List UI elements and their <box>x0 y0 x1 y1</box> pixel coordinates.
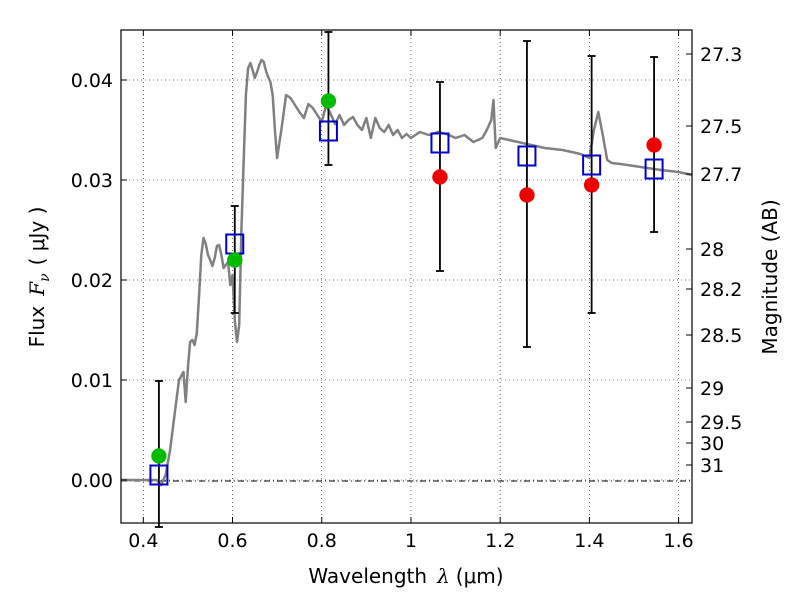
x-tick-label: 1 <box>405 530 417 552</box>
x-tick-label: 0.8 <box>307 530 337 552</box>
observed-circle-point <box>227 252 243 268</box>
model-square-point <box>582 154 602 176</box>
y2-axis-label: Magnitude (AB) <box>758 199 782 354</box>
plot-frame <box>120 29 693 524</box>
model-square-point <box>318 120 338 142</box>
axes: 0.4 0.6 0.8 1 1.2 1.4 1.6 0.00 0.01 0.02 0.03 0.04 2… <box>71 30 742 552</box>
x-tick-label: 1.2 <box>485 530 515 552</box>
y2-tick-label: 28 <box>700 239 724 261</box>
x-tick-label: 0.6 <box>217 530 247 552</box>
observed-circle-point <box>432 169 448 185</box>
y2-tick-label: 27.7 <box>700 164 742 186</box>
x-tick-label: 1.4 <box>574 530 604 552</box>
y-tick-label: 0.00 <box>71 470 113 492</box>
y2-tick-label: 29 <box>700 378 724 400</box>
model-square-point <box>517 145 537 167</box>
y2-tick-label: 28.2 <box>700 279 742 301</box>
y2-tick-label: 30 <box>700 433 724 455</box>
observed-circle-point <box>583 177 600 193</box>
spectrum-line <box>121 58 693 487</box>
observed-circle-point <box>151 448 167 464</box>
y-tick-label: 0.02 <box>71 270 113 292</box>
x-tick-label: 1.6 <box>664 530 694 552</box>
model-square-point <box>644 158 664 180</box>
y2-tick-label: 27.3 <box>700 44 742 66</box>
y2-tick-label: 29.5 <box>700 412 742 434</box>
y2-tick-label: 28.5 <box>700 325 742 347</box>
observed-circle-point <box>320 93 337 109</box>
plot-marks <box>121 31 693 528</box>
x-axis-label: Wavelength λ (μm) <box>308 564 503 588</box>
y-axis-label: FluxFν( μJy ) <box>25 207 53 348</box>
y-tick-label: 0.01 <box>71 370 113 392</box>
y2-tick-label: 31 <box>700 455 724 477</box>
observed-circle-point <box>646 137 662 153</box>
y-tick-label: 0.03 <box>71 170 113 192</box>
x-tick-label: 0.4 <box>128 530 158 552</box>
model-square-point <box>149 464 169 486</box>
observed-circle-point <box>519 187 535 203</box>
y2-tick-label: 27.5 <box>700 116 742 138</box>
grid <box>121 30 692 523</box>
model-square-point <box>430 132 450 154</box>
y-tick-label: 0.04 <box>71 70 113 92</box>
